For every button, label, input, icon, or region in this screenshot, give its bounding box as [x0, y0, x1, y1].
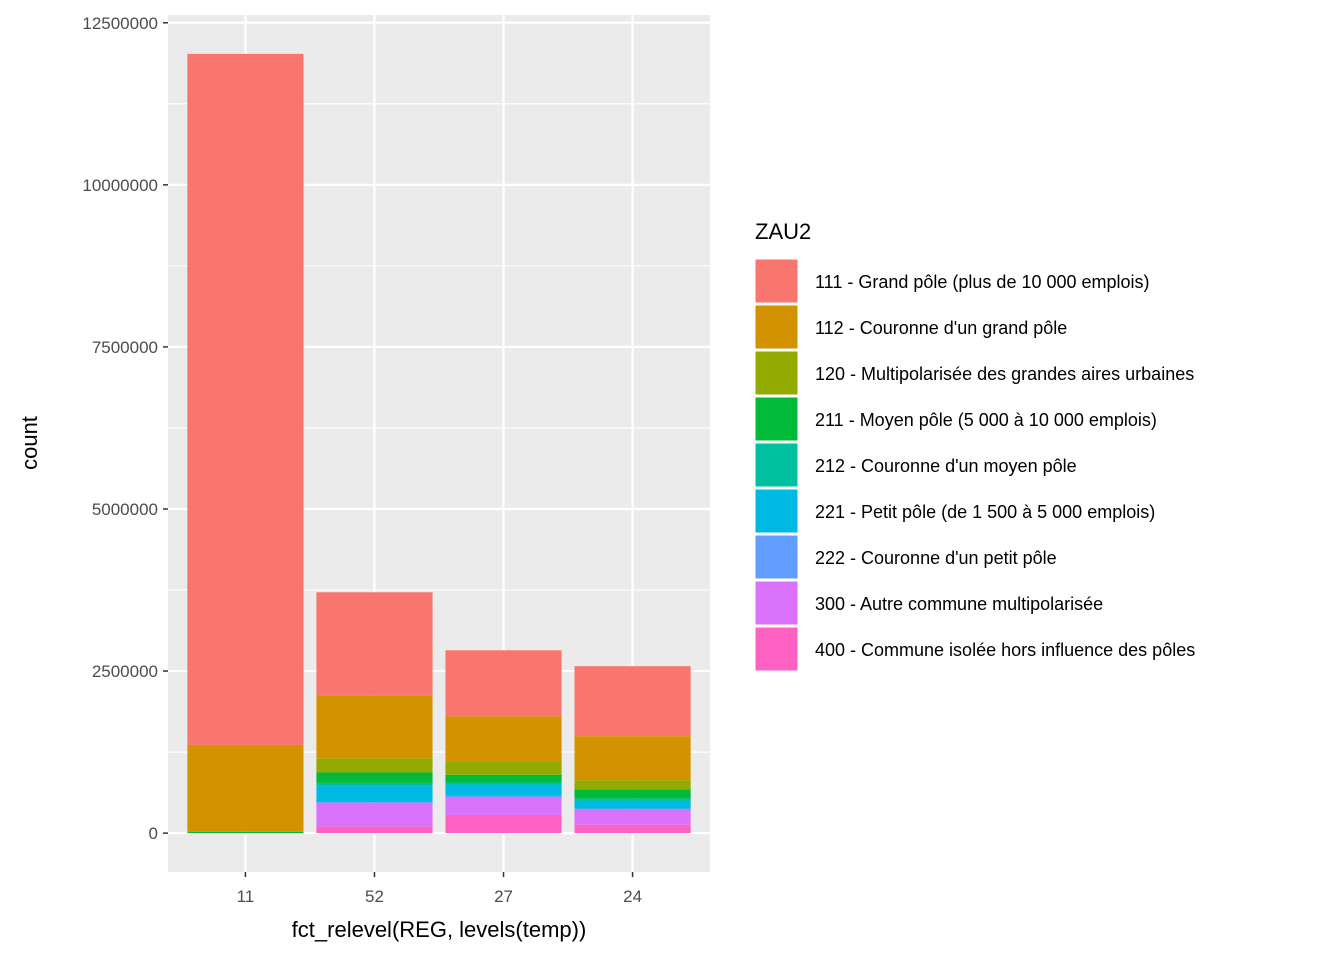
legend-label: 400 - Commune isolée hors influence des … — [815, 640, 1195, 660]
bar-segment — [316, 802, 433, 803]
bar-segment — [445, 716, 562, 762]
y-tick-label: 7500000 — [92, 338, 158, 357]
legend-label: 211 - Moyen pôle (5 000 à 10 000 emplois… — [815, 410, 1157, 430]
legend-key — [754, 304, 799, 350]
legend-label: 212 - Couronne d'un moyen pôle — [815, 456, 1077, 476]
legend: ZAU2 111 - Grand pôle (plus de 10 000 em… — [754, 219, 1195, 672]
bar-segment — [316, 786, 433, 803]
bar-segment — [574, 666, 691, 737]
x-tick-label: 27 — [494, 887, 513, 906]
x-tick-label: 24 — [623, 887, 642, 906]
bar-segment — [316, 802, 433, 827]
bar-segment — [574, 808, 691, 810]
legend-key — [754, 488, 799, 534]
bar-segment — [445, 782, 562, 785]
bar-segment — [574, 809, 691, 825]
legend-key — [754, 258, 799, 304]
y-axis-title: count — [17, 416, 42, 470]
bar-segment — [316, 758, 433, 773]
bar-segment — [187, 744, 304, 832]
legend-key — [754, 350, 799, 396]
bar-segment — [445, 814, 562, 834]
legend-label: 111 - Grand pôle (plus de 10 000 emplois… — [815, 272, 1150, 292]
bar-segment — [187, 831, 304, 834]
legend-key — [754, 580, 799, 626]
y-tick-label: 10000000 — [82, 176, 158, 195]
legend-label: 222 - Couronne d'un petit pôle — [815, 548, 1057, 568]
bar-segment — [574, 824, 691, 834]
bar-segment — [445, 795, 562, 798]
bar-segment — [445, 774, 562, 783]
legend-title: ZAU2 — [755, 219, 811, 244]
bar-segment — [316, 782, 433, 787]
bar-segment — [574, 736, 691, 781]
legend-key — [754, 396, 799, 442]
bar-segment — [187, 53, 304, 745]
y-tick-label: 2500000 — [92, 662, 158, 681]
bar-segment — [574, 801, 691, 809]
bar-segment — [445, 650, 562, 717]
bar-segment — [316, 826, 433, 834]
legend-key — [754, 626, 799, 672]
legend-key — [754, 442, 799, 488]
bar-segment — [445, 761, 562, 775]
y-tick-label: 12500000 — [82, 14, 158, 33]
legend-label: 112 - Couronne d'un grand pôle — [815, 318, 1067, 338]
bar-segment — [574, 789, 691, 799]
bar-segment — [316, 772, 433, 783]
bar-segment — [574, 798, 691, 802]
x-tick-label: 11 — [237, 887, 255, 906]
bar-segment — [316, 592, 433, 696]
legend-label: 221 - Petit pôle (de 1 500 à 5 000 emplo… — [815, 502, 1155, 522]
bar-segment — [574, 780, 691, 790]
x-axis: 11 52 27 24 — [237, 872, 642, 906]
x-tick-label: 52 — [365, 887, 384, 906]
bar-segment — [316, 695, 433, 759]
bars — [187, 53, 691, 834]
bar-segment — [445, 784, 562, 796]
y-axis: 0 2500000 5000000 7500000 10000000 12500000 — [82, 14, 168, 843]
legend-label: 300 - Autre commune multipolarisée — [815, 594, 1103, 614]
legend-key — [754, 534, 799, 580]
legend-label: 120 - Multipolarisée des grandes aires u… — [815, 364, 1194, 384]
x-axis-title: fct_relevel(REG, levels(temp)) — [292, 917, 587, 942]
y-tick-label: 5000000 — [92, 500, 158, 519]
y-tick-label: 0 — [149, 824, 158, 843]
bar-segment — [445, 797, 562, 815]
